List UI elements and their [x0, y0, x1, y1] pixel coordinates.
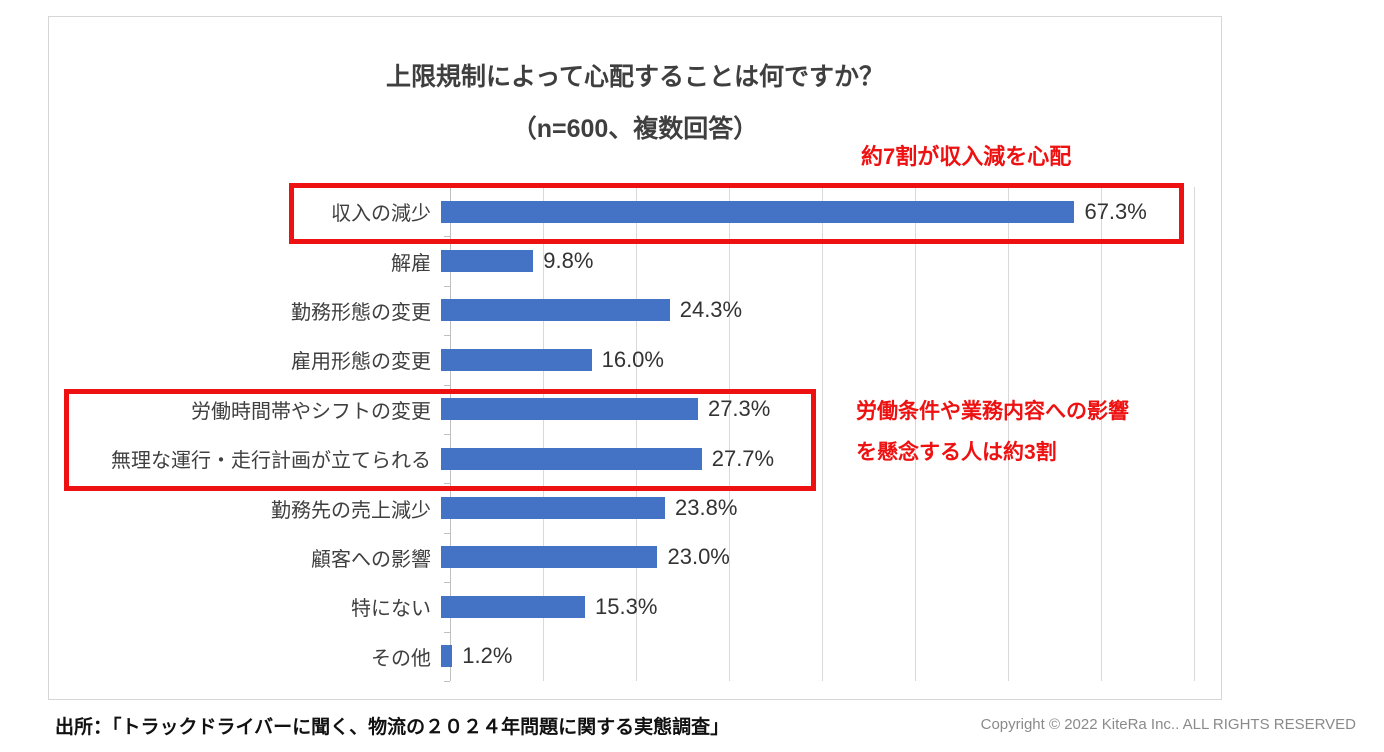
copyright-notice: Copyright © 2022 KiteRa Inc.. ALL RIGHTS… [980, 716, 1356, 733]
bar [441, 595, 585, 618]
category-label: 雇用形態の変更 [291, 351, 431, 374]
bar-row: 勤務先の売上減少 23.8% [49, 483, 1194, 532]
bar-plot-area: 23.0% [441, 533, 1194, 582]
bar-plot-area: 16.0% [441, 335, 1194, 384]
bar-row: 勤務形態の変更 24.3% [49, 286, 1194, 335]
annotation-conditions-line1: 労働条件や業務内容への影響 [856, 400, 1129, 423]
highlight-box-income [289, 183, 1184, 244]
category-label: 勤務形態の変更 [291, 301, 431, 324]
bar-plot-area: 1.2% [441, 632, 1194, 681]
chart-panel: 上限規制によって心配することは何ですか？ （n=600、複数回答） 収入の減少 6… [48, 16, 1222, 700]
bar-plot-area: 67.3% [441, 187, 1194, 236]
category-label: 顧客への影響 [311, 548, 431, 571]
value-label: 1.2% [462, 643, 513, 669]
bar-row: 特にない 15.3% [49, 582, 1194, 631]
bar-plot-area: 24.3% [441, 286, 1194, 335]
source-citation: 出所：「トラックドライバーに聞く、物流の２０２４年問題に関する実態調査」 [55, 717, 730, 738]
bar-row: 収入の減少 67.3% [49, 187, 1194, 236]
bar [441, 398, 698, 421]
value-label: 23.8% [675, 495, 738, 521]
annotation-income: 約7割が収入減を心配 [861, 144, 1072, 169]
bar-plot-area: 23.8% [441, 483, 1194, 532]
axis-tick [444, 681, 450, 682]
value-label: 24.3% [679, 297, 743, 323]
annotation-conditions: 労働条件や業務内容への影響 を懸念する人は約3割 [856, 391, 1129, 473]
category-label: 労働時間帯やシフトの変更 [191, 400, 431, 423]
highlight-box-conditions [64, 389, 816, 491]
bar-plot-area: 27.3% [441, 385, 1194, 434]
bar [441, 348, 592, 371]
annotation-conditions-line2: を懸念する人は約3割 [856, 441, 1057, 464]
bar [441, 200, 1075, 223]
bar [441, 546, 658, 569]
category-label: 勤務先の売上減少 [271, 499, 431, 522]
gridline [1194, 187, 1195, 681]
value-label: 27.7% [711, 445, 775, 471]
bar-row: 労働時間帯やシフトの変更 27.3% [49, 385, 1194, 434]
bar [441, 447, 702, 470]
chart-title: 上限規制によって心配することは何ですか？ （n=600、複数回答） [49, 51, 1221, 155]
bar [441, 645, 453, 668]
bar-row: 無理な運行・走行計画が立てられる 27.7% [49, 434, 1194, 483]
value-label: 16.0% [601, 346, 664, 372]
bar-row: 雇用形態の変更 16.0% [49, 335, 1194, 384]
category-label: 無理な運行・走行計画が立てられる [111, 450, 431, 473]
bar [441, 250, 534, 273]
value-label: 9.8% [543, 248, 594, 274]
bar-row: 解雇 9.8% [49, 236, 1194, 285]
value-label: 15.3% [595, 593, 658, 619]
bar-row: 顧客への影響 23.0% [49, 533, 1194, 582]
value-label: 27.3% [707, 396, 771, 422]
bar-plot-area: 9.8% [441, 236, 1194, 285]
category-label: その他 [371, 647, 431, 670]
chart-title-line2: （n=600、複数回答） [511, 115, 759, 143]
category-label: 解雇 [391, 252, 431, 275]
bar [441, 299, 670, 322]
bar-row: その他 1.2% [49, 632, 1194, 681]
value-label: 23.0% [667, 544, 730, 570]
bar-chart: 収入の減少 67.3% 解雇 9.8% 勤務形態の変更 24.3% 雇用形態の変更 16.0%… [49, 187, 1194, 681]
chart-title-line1: 上限規制によって心配することは何ですか？ [385, 63, 884, 91]
bar-plot-area: 15.3% [441, 582, 1194, 631]
bar-plot-area: 27.7% [441, 434, 1194, 483]
category-label: 特にない [351, 598, 431, 621]
value-label: 67.3% [1084, 198, 1147, 224]
bar [441, 497, 666, 520]
category-label: 収入の減少 [331, 203, 431, 226]
